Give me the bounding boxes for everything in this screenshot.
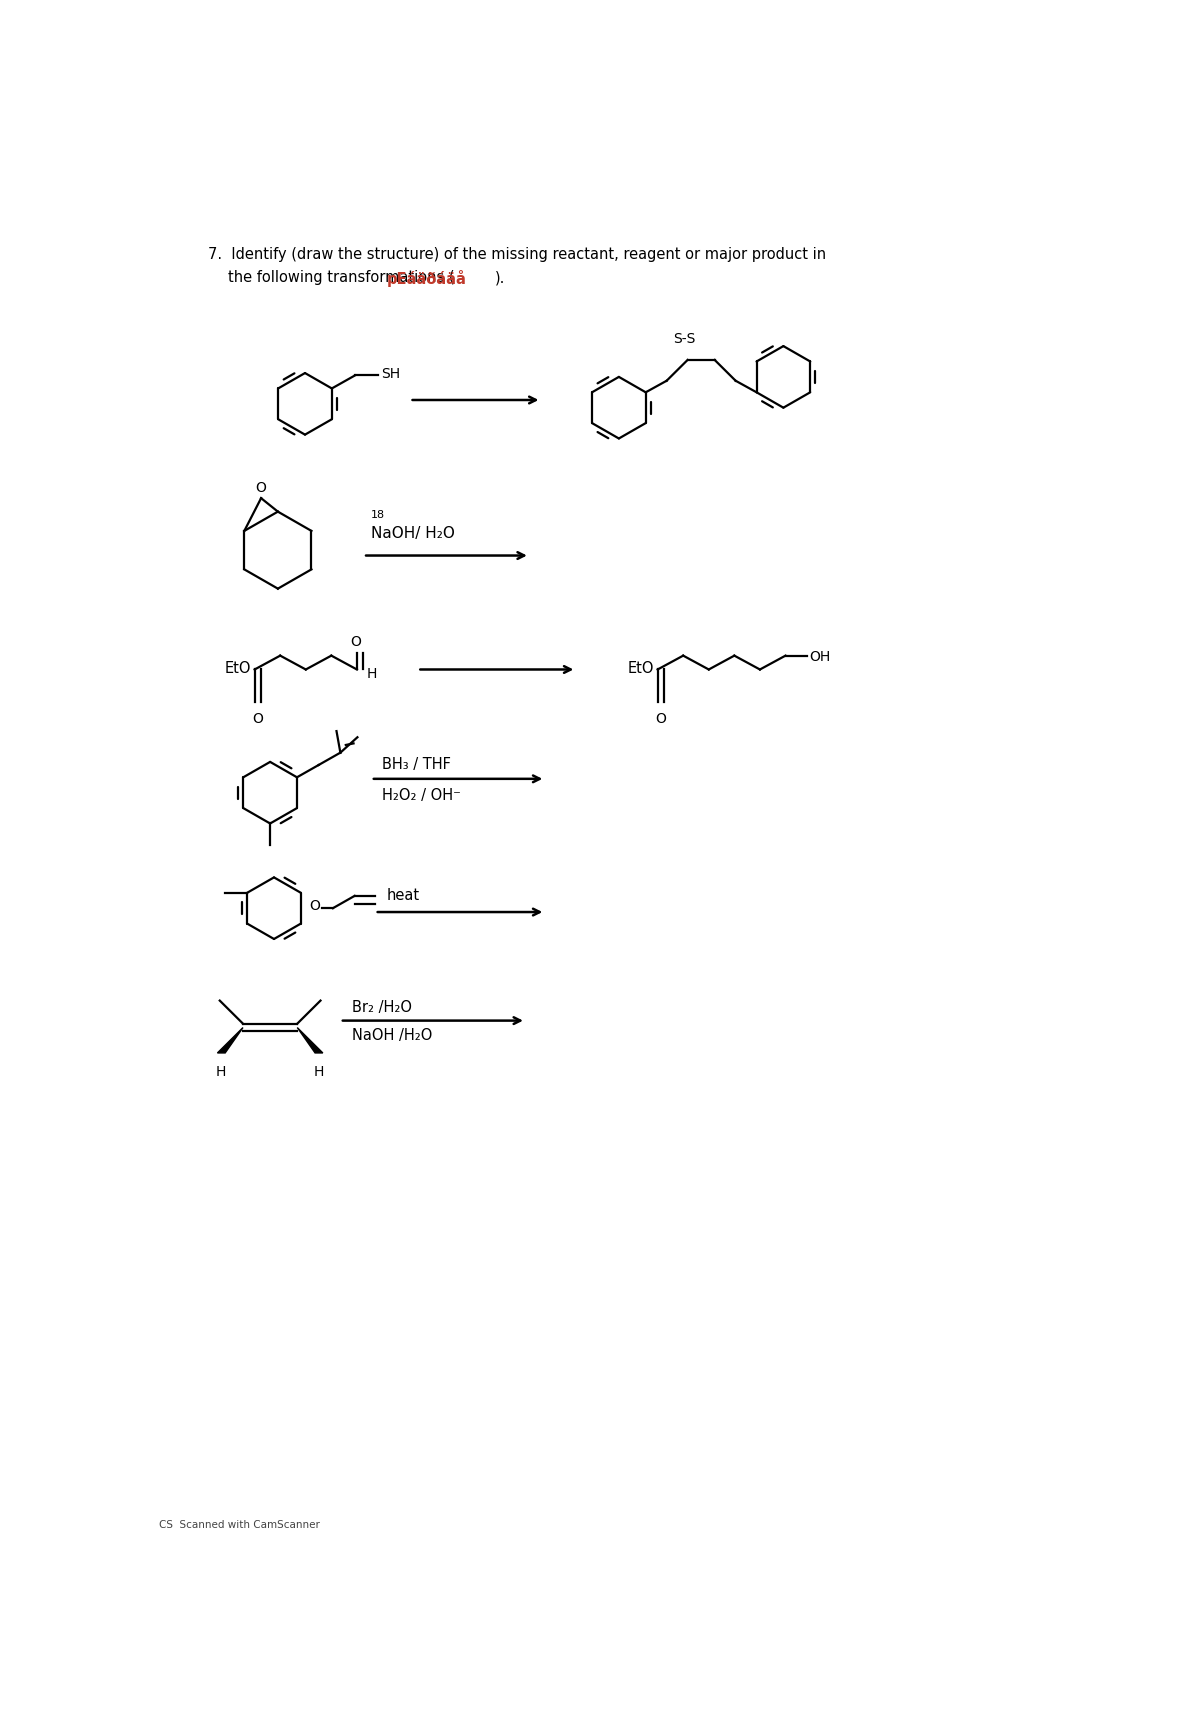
Text: H: H [216,1064,227,1078]
Text: OH: OH [810,649,830,663]
Text: O: O [310,898,320,913]
Text: Br₂ /H₂O: Br₂ /H₂O [352,1000,412,1016]
Text: 7.  Identify (draw the structure) of the missing reactant, reagent or major prod: 7. Identify (draw the structure) of the … [208,247,827,261]
Text: O: O [655,711,666,725]
Text: S-S: S-S [673,332,696,346]
Polygon shape [217,1028,242,1054]
Text: H: H [313,1064,324,1078]
Text: pEáäðáäå: pEáäðáäå [386,270,467,287]
Text: EtO: EtO [224,661,251,676]
Text: NaOH/ H₂O: NaOH/ H₂O [371,526,455,540]
Polygon shape [298,1028,323,1054]
Text: the following transformations (: the following transformations ( [228,270,455,285]
Text: ).: ). [494,270,505,285]
Text: O: O [256,481,266,495]
Text: CS  Scanned with CamScanner: CS Scanned with CamScanner [160,1519,320,1529]
Text: 18: 18 [371,510,385,519]
Text: NaOH /H₂O: NaOH /H₂O [352,1028,432,1043]
Text: H₂O₂ / OH⁻: H₂O₂ / OH⁻ [383,787,461,803]
Text: SH: SH [380,367,400,381]
Text: H: H [366,668,377,682]
Text: O: O [350,635,361,649]
Text: BH₃ / THF: BH₃ / THF [383,756,451,772]
Text: heat: heat [386,887,420,903]
Text: EtO: EtO [628,661,654,676]
Text: O: O [252,711,263,725]
